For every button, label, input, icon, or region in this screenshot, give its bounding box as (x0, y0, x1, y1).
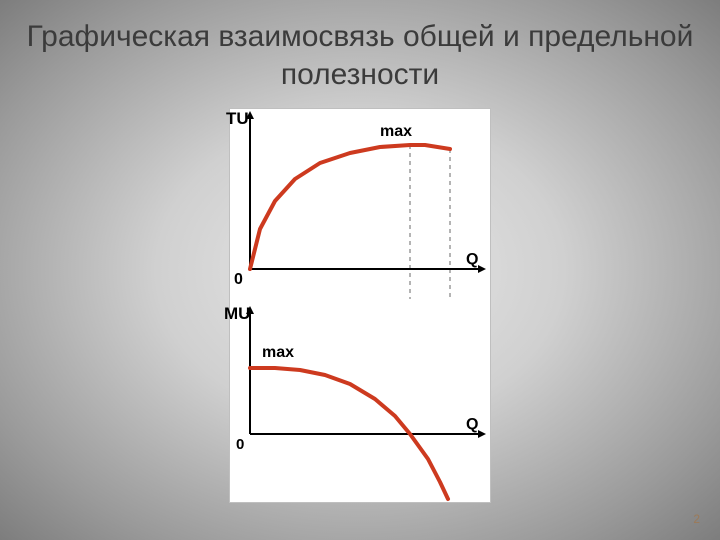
bottom-chart (230, 304, 492, 504)
top-chart (230, 109, 492, 299)
origin-label-top: 0 (234, 271, 243, 289)
origin-label-bottom: 0 (236, 436, 244, 453)
mu-axis-label: MU (224, 304, 250, 324)
max-label-bottom: max (262, 344, 294, 362)
page-number: 2 (693, 512, 700, 526)
chart-inner: TU Q 0 max MU Q 0 max (230, 109, 490, 502)
q-axis-label-top: Q (466, 251, 478, 269)
slide: Графическая взаимосвязь общей и предельн… (0, 0, 720, 540)
tu-axis-label: TU (226, 109, 249, 129)
q-axis-label-bottom: Q (466, 416, 478, 434)
max-label-top: max (380, 123, 412, 141)
slide-title: Графическая взаимосвязь общей и предельн… (0, 18, 720, 93)
chart-panel: TU Q 0 max MU Q 0 max (229, 108, 491, 503)
